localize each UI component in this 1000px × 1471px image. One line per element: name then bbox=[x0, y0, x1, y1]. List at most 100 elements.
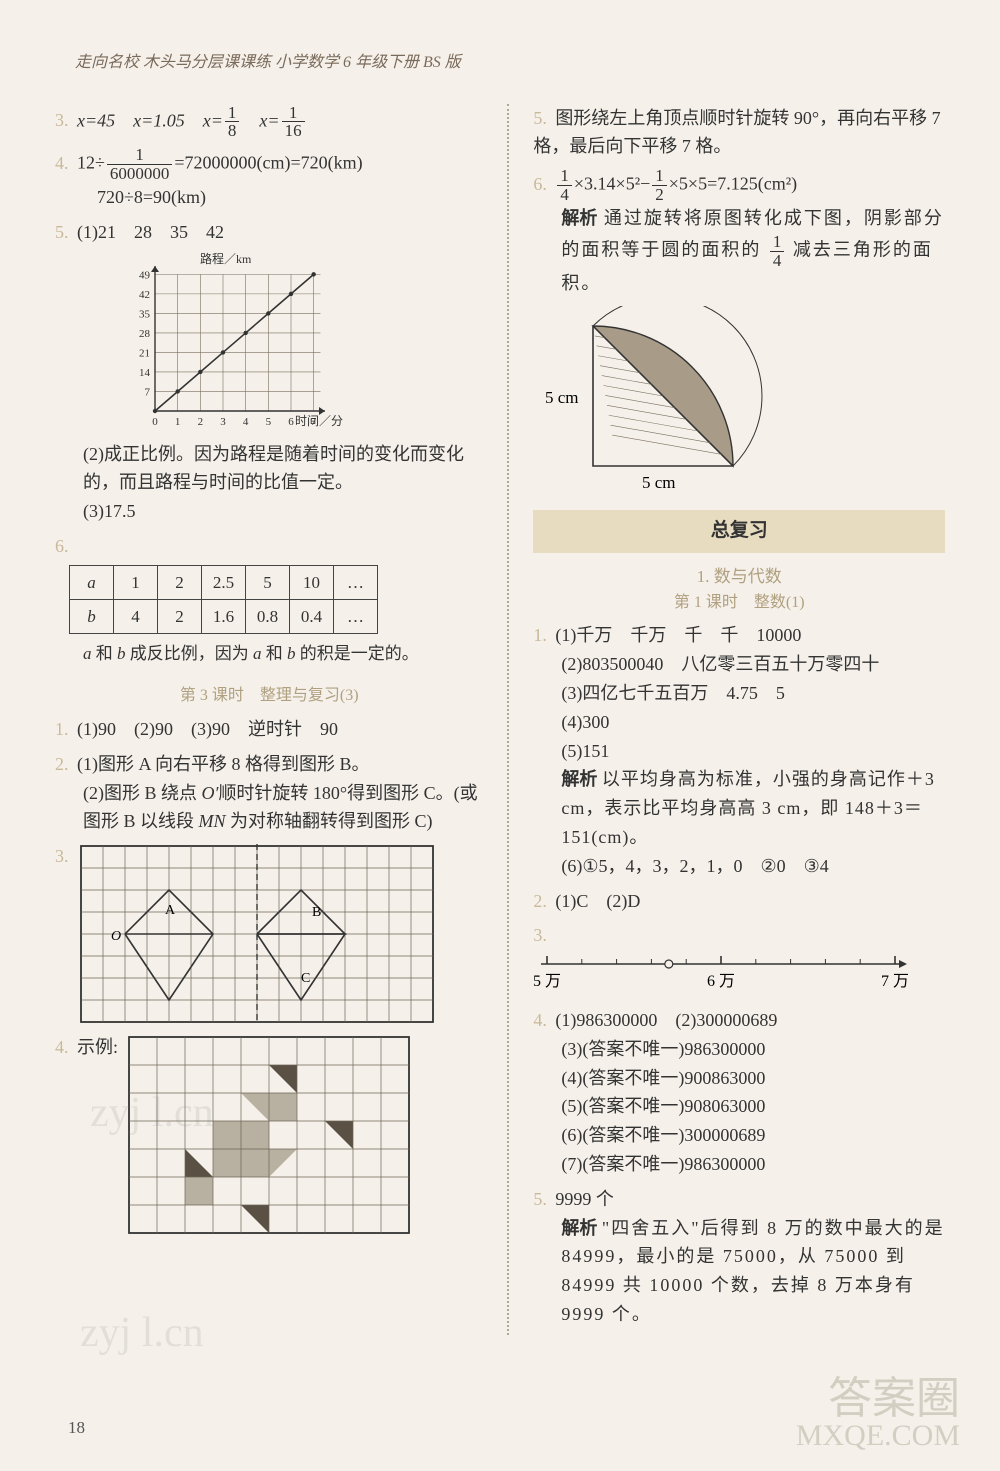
p5-an: 解析 以平均身高为标准，小强的身高记作＋3 cm，表示比平均身高高 3 cm，即… bbox=[533, 765, 945, 851]
qnum: 5. bbox=[533, 1189, 547, 1209]
sep: x= bbox=[241, 110, 279, 130]
svg-text:6: 6 bbox=[288, 416, 294, 428]
frac: 14 bbox=[770, 233, 785, 270]
svg-text:28: 28 bbox=[139, 327, 151, 339]
q4-label: 示例: bbox=[77, 1037, 118, 1057]
p5: (5)151 bbox=[533, 737, 945, 766]
svg-text:5: 5 bbox=[266, 416, 272, 428]
an-label: 解析 bbox=[561, 1218, 597, 1238]
qnum: 3. bbox=[55, 846, 69, 866]
p3: (4)(答案不唯一)900863000 bbox=[533, 1064, 945, 1093]
frac: 116 bbox=[282, 104, 305, 141]
grid-figure-4 bbox=[125, 1033, 415, 1238]
qnum: 6. bbox=[55, 536, 69, 556]
qnum: 1. bbox=[533, 625, 547, 645]
q4-l2: 720÷8=90(km) bbox=[55, 183, 483, 212]
left-column: 3. x=45 x=1.05 x=18 x=116 4. 12÷16000000… bbox=[55, 104, 483, 1335]
frac-n: 1 bbox=[107, 146, 173, 165]
wm2: 答案圈 bbox=[796, 1377, 960, 1421]
page-number: 18 bbox=[68, 1414, 85, 1441]
r-q5-text: 图形绕左上角顶点顺时针旋转 90°，再向右平移 7 格，最后向下平移 7 格。 bbox=[533, 108, 940, 157]
l-q4: 4. 12÷16000000=72000000(cm)=720(km) 720÷… bbox=[55, 146, 483, 211]
l3-q3: 3. l O A B C bbox=[55, 842, 483, 1027]
t: =72000000(cm)=720(km) bbox=[174, 153, 362, 173]
q5-p3: (3)17.5 bbox=[55, 497, 483, 526]
svg-text:A: A bbox=[165, 903, 176, 918]
l-q5: 5. (1)21 28 35 42 012345677142128354249路… bbox=[55, 218, 483, 526]
frac: 12 bbox=[652, 167, 667, 204]
qnum: 5. bbox=[55, 222, 69, 242]
svg-text:路程／km: 路程／km bbox=[200, 251, 252, 266]
qnum: 2. bbox=[533, 891, 547, 911]
q5-chart: 012345677142128354249路程／km时间／分 bbox=[115, 251, 483, 436]
svg-text:4: 4 bbox=[243, 416, 249, 428]
svg-text:14: 14 bbox=[139, 367, 151, 379]
d: 2 bbox=[652, 186, 667, 204]
lesson3-title: 第 3 课时 整理与复习(3) bbox=[55, 683, 483, 709]
column-divider bbox=[507, 104, 509, 1335]
t: 12÷ bbox=[77, 153, 105, 173]
p4: (5)(答案不唯一)908063000 bbox=[533, 1092, 945, 1121]
p2: (2)803500040 八亿零三百五十万零四十 bbox=[533, 650, 945, 679]
q5-p1: (1)21 28 35 42 bbox=[77, 222, 224, 242]
grid-figure-3: l O A B C bbox=[77, 842, 437, 1027]
svg-text:时间／分: 时间／分 bbox=[295, 414, 343, 428]
l3-q2-p2: (2)图形 B 绕点 O′顺时针旋转 180°得到图形 C。(或图形 B 以线段… bbox=[55, 779, 483, 837]
q5-p2: (2)成正比例。因为路程是随着时间的变化而变化的，而且路程与时间的比值一定。 bbox=[55, 440, 483, 498]
svg-text:21: 21 bbox=[139, 347, 150, 359]
l3-q2-p1: (1)图形 A 向右平移 8 格得到图形 B。 bbox=[77, 754, 370, 774]
svg-text:49: 49 bbox=[139, 269, 151, 281]
svg-text:5 cm: 5 cm bbox=[642, 473, 676, 492]
r-q6: 6. 14×3.14×5²−12×5×5=7.125(cm²) 解析 通过旋转将… bbox=[533, 167, 945, 496]
p5: (6)(答案不唯一)300000689 bbox=[533, 1121, 945, 1150]
line-chart-svg: 012345677142128354249路程／km时间／分 bbox=[115, 251, 355, 436]
qnum: 6. bbox=[533, 174, 547, 194]
frac-d: 6000000 bbox=[107, 165, 173, 183]
an-text: 以平均身高为标准，小强的身高记作＋3 cm，表示比平均身高高 3 cm，即 14… bbox=[561, 769, 935, 847]
number-line: 5 万6 万7 万 bbox=[533, 950, 923, 1000]
t: ×3.14×5²− bbox=[574, 174, 650, 194]
an-text: "四舍五入"后得到 8 万的数中最大的是 84999，最小的是 75000，从 … bbox=[561, 1218, 944, 1324]
svg-text:l: l bbox=[263, 842, 267, 846]
p3: (3)四亿七千五百万 4.75 5 bbox=[533, 679, 945, 708]
svg-text:O: O bbox=[111, 929, 121, 944]
watermark-bottom: 答案圈 MXQE.COM bbox=[796, 1377, 960, 1451]
rev-q3: 3. 5 万6 万7 万 bbox=[533, 921, 945, 1000]
qnum: 3. bbox=[55, 110, 69, 130]
qnum: 1. bbox=[55, 719, 69, 739]
qnum: 4. bbox=[55, 1037, 69, 1057]
quarter-circle-svg: 5 cm5 cm bbox=[533, 306, 763, 496]
p4: (4)300 bbox=[533, 708, 945, 737]
svg-text:5 万: 5 万 bbox=[533, 973, 561, 990]
svg-text:7 万: 7 万 bbox=[881, 973, 909, 990]
n: 1 bbox=[652, 167, 667, 186]
sub1: 1. 数与代数 bbox=[533, 563, 945, 590]
svg-text:3: 3 bbox=[220, 416, 226, 428]
qnum: 5. bbox=[533, 108, 547, 128]
p1: (1)千万 千万 千 千 10000 bbox=[555, 625, 801, 645]
svg-text:B: B bbox=[312, 905, 321, 920]
r5-text: 9999 个 bbox=[555, 1189, 614, 1209]
frac-d: 8 bbox=[225, 122, 240, 140]
svg-text:C: C bbox=[301, 971, 310, 986]
page-header: 走向名校 木头马分层课课练 小学数学 6 年级下册 BS 版 bbox=[55, 50, 945, 76]
svg-text:42: 42 bbox=[139, 288, 150, 300]
l3-q2: 2. (1)图形 A 向右平移 8 格得到图形 B。 (2)图形 B 绕点 O′… bbox=[55, 750, 483, 836]
rev-q5: 5. 9999 个 解析 "四舍五入"后得到 8 万的数中最大的是 84999，… bbox=[533, 1185, 945, 1329]
quarter-circle-diagram: 5 cm5 cm bbox=[533, 306, 945, 496]
sub2: 第 1 课时 整数(1) bbox=[533, 590, 945, 616]
svg-text:1: 1 bbox=[175, 416, 181, 428]
n: 1 bbox=[770, 233, 785, 252]
qnum: 3. bbox=[533, 925, 547, 945]
r2-text: (1)C (2)D bbox=[555, 891, 640, 911]
svg-text:7: 7 bbox=[145, 386, 151, 398]
frac-n: 1 bbox=[282, 104, 305, 123]
p1: (1)986300000 (2)300000689 bbox=[555, 1010, 777, 1030]
d: 4 bbox=[770, 252, 785, 270]
frac: 18 bbox=[225, 104, 240, 141]
svg-text:2: 2 bbox=[198, 416, 204, 428]
q6-note: a 和 b 成反比例，因为 a 和 b 的积是一定的。 bbox=[55, 640, 483, 667]
frac: 16000000 bbox=[107, 146, 173, 183]
review-title: 总复习 bbox=[533, 510, 945, 552]
l3-q4: 4. 示例: bbox=[55, 1033, 483, 1238]
